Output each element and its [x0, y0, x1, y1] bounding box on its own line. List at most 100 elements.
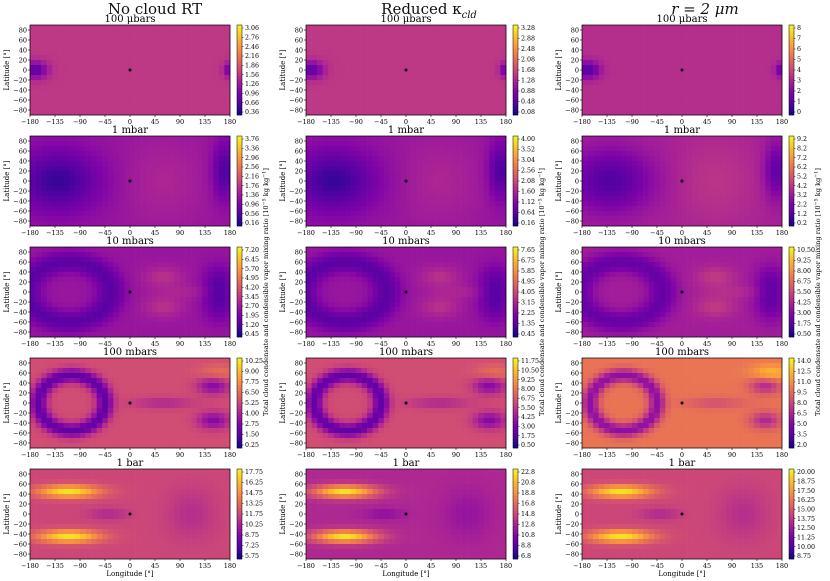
heatmap-cell — [46, 35, 53, 41]
heatmap-cell — [698, 191, 705, 197]
heatmap-cell — [609, 80, 616, 86]
heatmap-cell — [654, 221, 661, 227]
heatmap-cell — [30, 161, 36, 167]
heatmap-cell — [152, 40, 159, 46]
heatmap-cell — [715, 161, 722, 167]
heatmap-cell — [224, 45, 231, 51]
heatmap-cell — [80, 297, 86, 303]
heatmap-cell — [339, 161, 346, 167]
heatmap-cell — [141, 206, 147, 212]
heatmap-cell — [224, 186, 231, 192]
heatmap-cell — [157, 75, 164, 81]
heatmap-cell — [632, 105, 638, 111]
heatmap-cell — [107, 257, 114, 263]
heatmap-cell — [720, 146, 727, 152]
heatmap-cell — [609, 151, 616, 157]
heatmap-cell — [202, 40, 209, 46]
heatmap-cell — [118, 297, 125, 303]
heatmap-cell — [202, 176, 209, 182]
heatmap-cell — [224, 65, 231, 71]
heatmap-cell — [180, 317, 186, 323]
heatmap-cell — [411, 216, 418, 222]
heatmap-cell — [776, 45, 783, 51]
heatmap-cell — [406, 151, 412, 157]
heatmap-cell — [587, 100, 594, 106]
heatmap-cell — [168, 322, 175, 328]
heatmap-cell — [113, 95, 120, 101]
heatmap-cell — [41, 327, 47, 333]
heatmap-cell — [494, 181, 501, 187]
heatmap-cell — [102, 282, 109, 288]
heatmap-cell — [417, 211, 423, 217]
colorbar-segment — [789, 70, 794, 74]
heatmap-cell — [704, 25, 711, 31]
heatmap-cell — [643, 171, 649, 177]
heatmap-cell — [444, 90, 451, 96]
heatmap-cell — [96, 161, 103, 167]
colorbar-segment — [237, 166, 242, 170]
heatmap-cell — [207, 221, 214, 227]
substellar-point-marker — [404, 179, 408, 183]
heatmap-cell — [759, 50, 766, 56]
heatmap-cell — [494, 65, 501, 71]
heatmap-cell — [687, 25, 694, 31]
heatmap-cell — [378, 176, 385, 182]
heatmap-cell — [620, 141, 627, 147]
heatmap-cell — [411, 55, 418, 61]
heatmap-cell — [152, 161, 159, 167]
heatmap-cell — [146, 307, 153, 313]
heatmap-cell — [118, 40, 125, 46]
heatmap-cell — [218, 110, 225, 116]
heatmap-cell — [478, 191, 485, 197]
heatmap-cell — [344, 201, 351, 207]
heatmap-cell — [754, 196, 761, 202]
heatmap-cell — [91, 70, 97, 76]
heatmap-cell — [704, 105, 711, 111]
heatmap-cell — [439, 186, 446, 192]
heatmap-cell — [693, 136, 699, 142]
heatmap-cell — [333, 181, 340, 187]
heatmap-cell — [35, 297, 42, 303]
heatmap-cell — [35, 257, 42, 263]
heatmap-cell — [483, 171, 490, 177]
colorbar-segment — [237, 202, 242, 206]
heatmap-cell — [609, 216, 616, 222]
heatmap-cell — [472, 166, 479, 172]
heatmap-cell — [174, 221, 181, 227]
heatmap-cell — [96, 272, 103, 278]
colorbar-segment — [513, 205, 518, 209]
heatmap-cell — [776, 25, 783, 31]
heatmap-cell — [444, 85, 451, 91]
heatmap-cell — [489, 181, 496, 187]
heatmap-cell — [654, 45, 661, 51]
heatmap-cell — [85, 30, 92, 36]
heatmap-cell — [185, 247, 192, 253]
heatmap-cell — [213, 85, 220, 91]
heatmap-cell — [615, 30, 622, 36]
heatmap-cell — [461, 65, 468, 71]
heatmap-cell — [80, 50, 86, 56]
heatmap-cell — [682, 191, 688, 197]
heatmap-cell — [168, 40, 175, 46]
heatmap-cell — [632, 156, 638, 162]
heatmap-cell — [91, 196, 97, 202]
heatmap-cell — [185, 141, 192, 147]
heatmap-cell — [52, 267, 59, 273]
heatmap-cell — [311, 136, 318, 142]
heatmap-cell — [135, 171, 142, 177]
heatmap-cell — [46, 216, 53, 222]
heatmap-cell — [96, 257, 103, 263]
heatmap-cell — [52, 317, 59, 323]
heatmap-cell — [676, 30, 683, 36]
heatmap-cell — [224, 35, 231, 41]
heatmap-cell — [428, 136, 435, 142]
heatmap-cell — [693, 50, 699, 56]
heatmap-cell — [378, 216, 385, 222]
heatmap-cell — [157, 45, 164, 51]
heatmap-cell — [670, 95, 677, 101]
heatmap-cell — [46, 191, 53, 197]
heatmap-cell — [450, 196, 457, 202]
heatmap-cell — [417, 166, 423, 172]
heatmap-cell — [68, 166, 75, 172]
heatmap-cell — [41, 50, 47, 56]
